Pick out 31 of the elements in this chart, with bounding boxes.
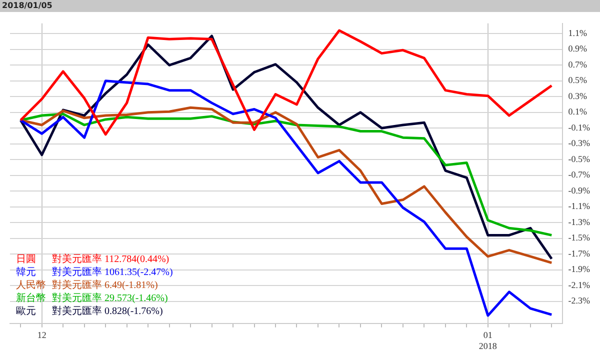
y-tick-label: -0.5%	[568, 154, 591, 164]
chart-title: 2018/01/05	[0, 0, 600, 12]
y-tick-label: -1.9%	[568, 264, 591, 274]
annotation: 對美元匯率 6.49(-1.81%)	[52, 279, 158, 292]
y-tick-label: 0.9%	[568, 44, 588, 54]
y-tick-label: -0.9%	[568, 185, 591, 196]
y-tick-label: 0.7%	[568, 59, 588, 70]
x-tick-label: 01 2018	[478, 330, 498, 351]
y-tick-label: -1.7%	[568, 248, 591, 258]
text: 新台幣	[16, 292, 46, 304]
y-tick-label: 0.5%	[568, 75, 588, 86]
annotation: 對美元匯率 112.784(0.44%)	[52, 253, 170, 266]
text: 韓元	[16, 266, 36, 278]
y-tick-label: -1.5%	[568, 232, 591, 243]
annotation: 對美元匯率 29.573(-1.46%)	[52, 292, 168, 304]
y-tick-label: -0.7%	[568, 170, 591, 180]
y-tick-label: -2.3%	[568, 296, 591, 306]
y-tick-label: 0.1%	[568, 106, 588, 117]
y-tick-label: -1.1%	[568, 201, 591, 212]
y-tick-label: -0.3%	[568, 138, 591, 148]
x-tick-label: 12	[37, 330, 46, 340]
text: 人民幣	[16, 279, 46, 292]
text: 歐元	[16, 306, 36, 318]
y-tick-label: 0.3%	[568, 90, 588, 101]
y-tick-label: -1.3%	[568, 216, 591, 227]
y-tick-label: -2.1%	[568, 280, 591, 290]
annotation: 對美元匯率 0.828(-1.76%)	[52, 305, 163, 318]
y-tick-label: 1.1%	[568, 28, 588, 38]
y-tick-label: -0.1%	[568, 122, 591, 132]
annotation: 對美元匯率 1061.35(-2.47%)	[52, 266, 173, 278]
text: 日圓	[16, 254, 36, 266]
